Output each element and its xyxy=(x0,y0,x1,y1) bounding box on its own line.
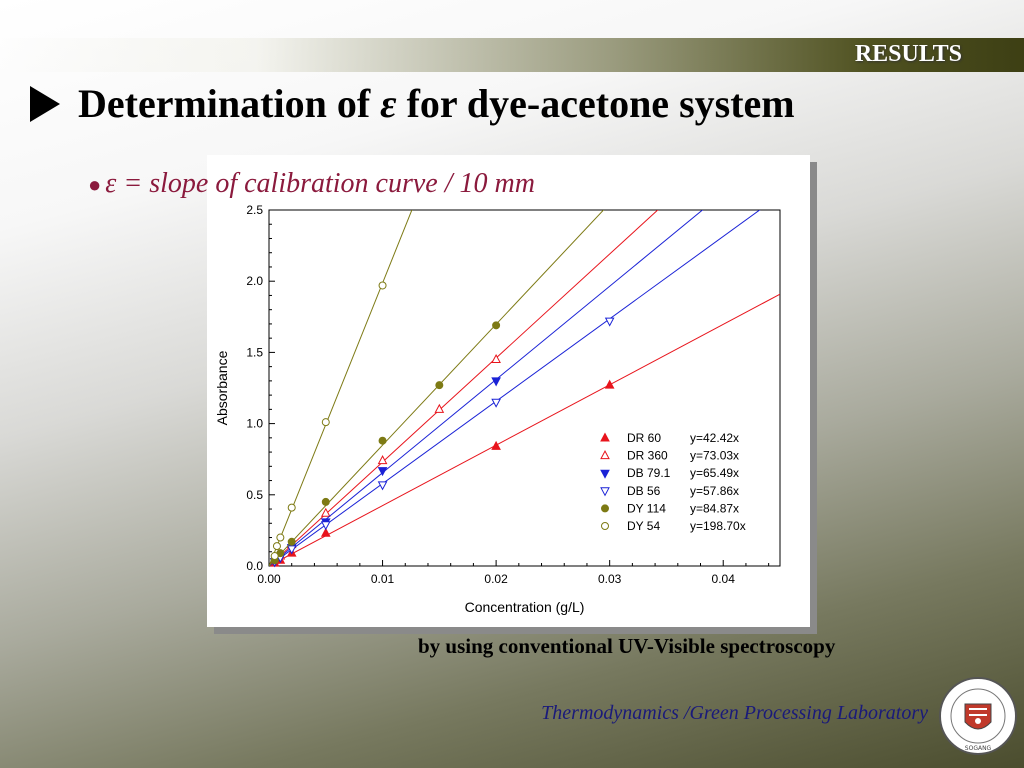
data-point-s5-p3 xyxy=(287,503,296,512)
section-label: RESULTS xyxy=(854,41,962,67)
y-tick-label-2.5: 2.5 xyxy=(246,203,263,217)
data-point-s3-p6 xyxy=(604,317,615,327)
data-point-s4-p3 xyxy=(321,497,330,506)
legend-equation-1: y=73.03x xyxy=(690,449,739,463)
plot-frame xyxy=(268,209,781,567)
page-title: Determination of ε for dye-acetone syste… xyxy=(78,80,795,127)
x-tick-label-0.01: 0.01 xyxy=(371,572,395,586)
legend-equation-0: y=42.42x xyxy=(690,431,739,445)
x-tick-label-0.00: 0.00 xyxy=(257,572,281,586)
data-point-s3-p5 xyxy=(491,398,501,408)
data-point-s0-p4 xyxy=(491,440,501,450)
x-axis-label: Concentration (g/L) xyxy=(465,599,585,615)
legend-name-3: DB 56 xyxy=(627,484,661,498)
data-point-s5-p4 xyxy=(321,418,330,427)
legend-name-2: DB 79.1 xyxy=(627,466,671,480)
lab-name: Thermodynamics /Green Processing Laborat… xyxy=(541,702,928,724)
legend-name-0: DR 60 xyxy=(627,431,661,445)
fit-line-0 xyxy=(269,293,780,566)
y-tick-label-1.0: 1.0 xyxy=(246,417,263,431)
legend-equation-2: y=65.49x xyxy=(690,466,739,480)
data-point-s3-p4 xyxy=(377,481,388,491)
data-point-s4-p2 xyxy=(287,537,296,546)
legend-marker-1 xyxy=(600,450,610,460)
seal-lettering: SOGANG xyxy=(965,745,992,752)
x-tick-label-0.03: 0.03 xyxy=(598,572,622,586)
legend-marker-3 xyxy=(600,487,610,497)
y-tick-label-0.0: 0.0 xyxy=(246,559,263,573)
title-suffix: for dye-acetone system xyxy=(396,81,795,126)
title-prefix: Determination of xyxy=(78,81,381,126)
title-symbol: ε xyxy=(380,81,397,126)
fit-line-2 xyxy=(269,210,704,566)
data-point-s0-p5 xyxy=(604,379,615,389)
data-point-s1-p6 xyxy=(491,353,501,364)
data-point-s0-p3 xyxy=(320,527,331,537)
data-point-s4-p5 xyxy=(435,381,444,390)
title-arrow-icon xyxy=(30,86,60,122)
legend-equation-3: y=57.86x xyxy=(690,484,739,498)
data-point-s5-p2 xyxy=(276,533,285,542)
legend-marker-2 xyxy=(600,469,610,479)
y-tick-label-2.0: 2.0 xyxy=(246,274,263,288)
y-tick-label-1.5: 1.5 xyxy=(246,345,263,359)
data-point-s1-p3 xyxy=(320,507,331,517)
legend-marker-0 xyxy=(600,432,610,442)
bullet-point: ● ε = slope of calibration curve / 10 mm xyxy=(88,168,535,200)
bullet-dot-icon: ● xyxy=(88,172,102,197)
data-point-s5-p5 xyxy=(378,281,387,290)
fit-line-3 xyxy=(269,210,761,566)
x-tick-label-0.04: 0.04 xyxy=(712,572,736,586)
fit-line-1 xyxy=(269,210,659,566)
bullet-text: ε = slope of calibration curve / 10 mm xyxy=(105,168,535,199)
y-axis-label: Absorbance xyxy=(214,350,230,425)
legend-name-1: DR 360 xyxy=(627,449,668,463)
y-tick-label-0.5: 0.5 xyxy=(246,488,263,502)
data-point-s5-p1 xyxy=(272,542,281,551)
data-point-s1-p5 xyxy=(434,403,445,413)
calibration-chart: 0.0 0.5 1.0 1.5 2.0 2.5 0.00 0.01 0.02 0.03 0.04 Co… xyxy=(214,203,781,615)
legend-marker-5 xyxy=(601,522,609,530)
data-point-s5-p0 xyxy=(270,552,279,561)
legend-equation-5: y=198.70x xyxy=(690,519,746,533)
legend-name-5: DY 54 xyxy=(627,519,660,533)
data-point-s3-p2 xyxy=(286,545,297,555)
data-point-s4-p4 xyxy=(378,436,387,445)
method-caption: by using conventional UV-Visible spectro… xyxy=(418,634,836,658)
legend-marker-4 xyxy=(601,504,609,513)
legend-equation-4: y=84.87x xyxy=(690,501,739,515)
legend-name-4: DY 114 xyxy=(627,501,666,515)
data-point-s4-p6 xyxy=(492,321,501,330)
chart-panel xyxy=(207,155,810,627)
data-point-s1-p4 xyxy=(377,455,388,465)
header-band xyxy=(0,38,1024,72)
fit-line-5 xyxy=(269,210,413,566)
data-point-s2-p4 xyxy=(377,467,388,477)
x-tick-label-0.02: 0.02 xyxy=(484,572,508,586)
data-point-s3-p3 xyxy=(320,521,331,531)
fit-line-4 xyxy=(269,210,605,566)
university-seal-icon: SOGANG xyxy=(939,677,1017,755)
data-point-s2-p5 xyxy=(491,377,501,387)
